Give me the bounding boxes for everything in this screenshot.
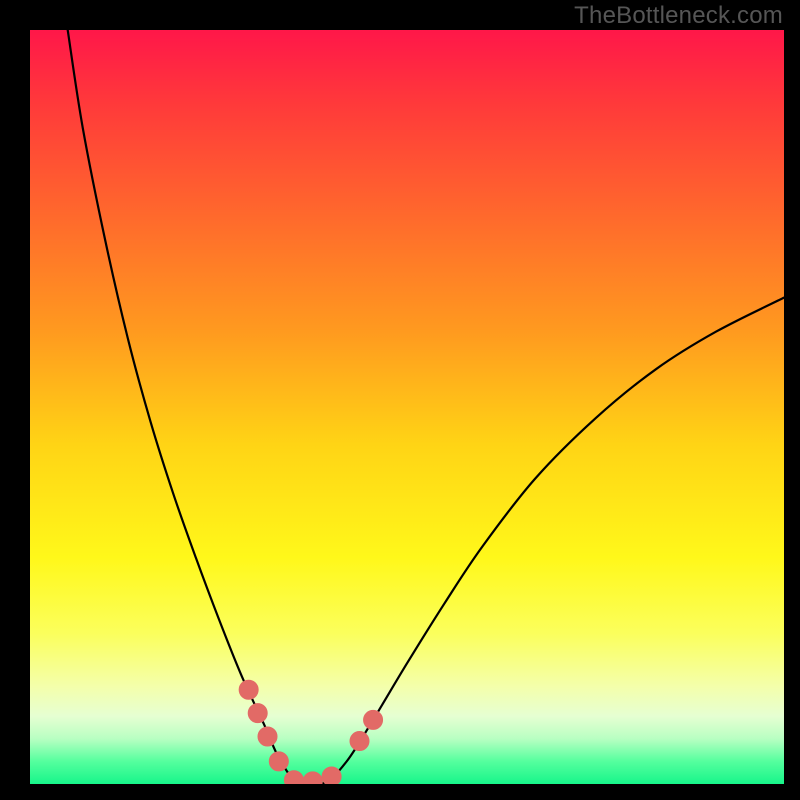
data-marker <box>364 710 383 729</box>
data-marker <box>248 704 267 723</box>
watermark-text: TheBottleneck.com <box>574 2 783 30</box>
chart-root: TheBottleneck.com <box>0 0 800 800</box>
data-marker <box>258 727 277 746</box>
plot-area <box>30 30 784 784</box>
data-marker <box>239 680 258 699</box>
plot-svg <box>30 30 784 784</box>
gradient-background <box>30 30 784 784</box>
data-marker <box>350 732 369 751</box>
data-marker <box>322 767 341 784</box>
data-marker <box>269 752 288 771</box>
